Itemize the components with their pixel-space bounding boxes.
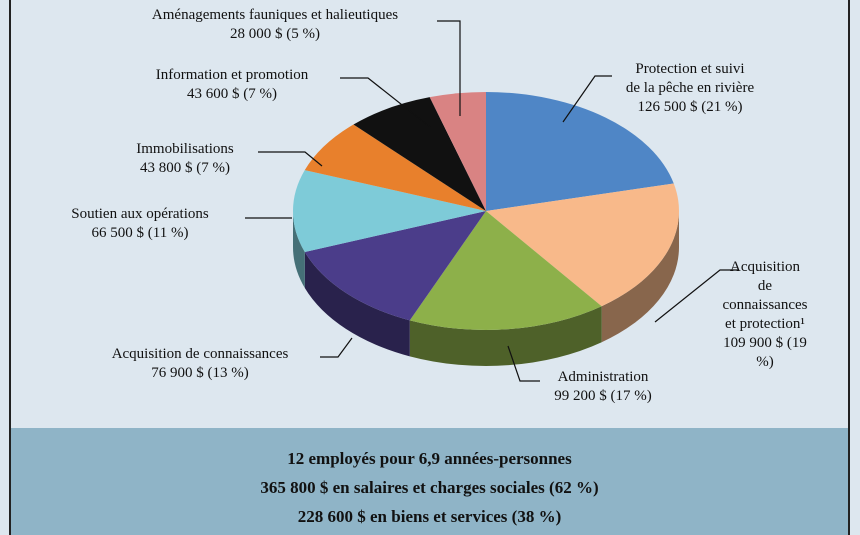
leader-line: [562, 75, 612, 123]
category-label: Aménagements fauniques et halieutiques: [151, 7, 399, 23]
summary-band: 12 employés pour 6,9 années-personnes 36…: [11, 428, 848, 535]
slice-label: Immobilisations 43 800 $ (7 %): [136, 140, 234, 178]
pie-side: [409, 306, 602, 366]
value-label: 99 200 $ (17 %): [554, 388, 652, 404]
pie-slice: [486, 92, 674, 211]
category-label: Soutien aux opérations: [71, 206, 209, 222]
pie-slice: [409, 211, 602, 330]
category-label: Acquisition de connaissances: [111, 346, 289, 362]
summary-line: 228 600 $ en biens et services (38 %): [297, 507, 562, 526]
leader-line: [507, 345, 540, 382]
slice-label: Acquisition de connaissances 76 900 $ (13…: [112, 345, 289, 383]
category-label: Immobilisations: [136, 141, 234, 157]
slice-label: Acquisition de connaissances et protecti…: [718, 258, 813, 372]
slice-label: Information et promotion 43 600 $ (7 %): [156, 66, 308, 104]
value-label: 109 900 $ (19 %): [723, 335, 807, 370]
slice-label: Administration 99 200 $ (17 %): [554, 368, 652, 406]
value-label: 28 000 $ (5 %): [230, 26, 320, 42]
slice-label: Protection et suivi de la pêche en riviè…: [626, 60, 754, 117]
chart: [245, 20, 738, 382]
value-label: 76 900 $ (13 %): [151, 365, 249, 381]
pie-side: [304, 252, 410, 357]
leader-line: [320, 337, 353, 358]
pie-slice: [304, 211, 486, 321]
category-label: Acquisition de connaissances et protecti…: [722, 259, 808, 332]
pie-slice: [293, 170, 486, 253]
value-label: 66 500 $ (11 %): [91, 225, 189, 241]
frame: [848, 0, 850, 535]
pie-side: [601, 211, 679, 343]
slice-label: Aménagements fauniques et halieutiques 28…: [152, 6, 398, 44]
pie-side: [293, 211, 305, 289]
value-label: 43 800 $ (7 %): [140, 160, 230, 176]
leader-line: [654, 269, 738, 323]
category-label: Administration: [557, 369, 649, 385]
leader-line: [437, 20, 461, 116]
category-label: Protection et suivi de la pêche en riviè…: [625, 61, 755, 96]
frame: [9, 0, 11, 535]
pie-slice: [353, 97, 486, 211]
category-label: Information et promotion: [155, 67, 309, 83]
pie-slice: [486, 183, 679, 307]
value-label: 126 500 $ (21 %): [637, 99, 743, 115]
pie-slice: [304, 124, 486, 211]
summary-line: 12 employés pour 6,9 années-personnes: [287, 449, 572, 468]
leader-line: [258, 151, 323, 167]
pie-slice: [429, 92, 486, 211]
slice-label: Soutien aux opérations 66 500 $ (11 %): [71, 205, 208, 243]
summary-line: 365 800 $ en salaires et charges sociale…: [260, 478, 599, 497]
leader-line: [340, 77, 431, 128]
value-label: 43 600 $ (7 %): [187, 86, 277, 102]
